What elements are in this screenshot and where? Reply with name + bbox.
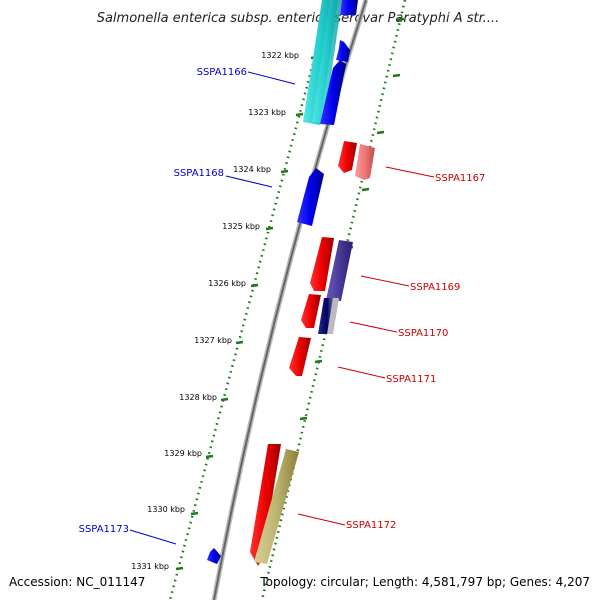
topology-text: Topology: circular; Length: 4,581,797 bp… [259,575,590,589]
gene-feature[interactable] [289,337,311,376]
tick-label: 1322 kbp [261,51,299,60]
tick-label: 1329 kbp [164,449,202,458]
gene-label[interactable]: SSPA1173 [79,524,129,535]
genome-title: Salmonella enterica subsp. enterica sero… [97,11,500,26]
gene-leaders [129,71,435,545]
inner-major-ticks [175,55,319,571]
gene-label[interactable]: SSPA1170 [398,328,448,339]
inner-tick-track [168,0,332,600]
tick-label: 1328 kbp [179,393,217,402]
gene-feature[interactable] [340,0,358,15]
gene-feature[interactable] [207,548,221,564]
gene-feature[interactable] [310,237,334,291]
tick-label: 1331 kbp [131,562,169,571]
gene-label[interactable]: SSPA1167 [435,173,485,184]
gene-label[interactable]: SSPA1169 [410,282,460,293]
gene-labels: SSPA1166 SSPA1167 SSPA1168 SSPA1169 SSPA… [79,67,486,535]
tick-label: 1324 kbp [233,165,271,174]
tick-label: 1330 kbp [147,505,185,514]
tick-label: 1323 kbp [248,108,286,117]
tick-label: 1327 kbp [194,336,232,345]
gene-feature[interactable] [338,141,357,173]
scale-ticks: 1322 kbp 1323 kbp 1324 kbp 1325 kbp 1326… [131,51,299,571]
tick-label: 1326 kbp [208,279,246,288]
gene-feature[interactable] [355,144,375,180]
gene-label[interactable]: SSPA1168 [174,168,224,179]
gene-feature[interactable] [254,449,299,564]
gene-feature[interactable] [312,0,342,123]
reverse-strand-features [207,0,358,566]
gene-feature[interactable] [336,40,350,62]
gene-feature[interactable] [320,60,346,125]
forward-strand-features [254,141,375,564]
gene-feature[interactable] [301,294,321,328]
gene-feature[interactable] [327,298,339,334]
gene-feature[interactable] [326,240,353,301]
gene-label[interactable]: SSPA1171 [386,374,436,385]
gene-label[interactable]: SSPA1172 [346,520,396,531]
outer-tick-track [260,0,407,600]
genome-backbone-shadow [213,0,367,600]
gene-feature[interactable] [297,168,324,226]
gene-feature[interactable] [250,444,281,566]
gene-label[interactable]: SSPA1166 [197,67,247,78]
accession-text: Accession: NC_011147 [9,575,145,589]
tick-label: 1325 kbp [222,222,260,231]
genome-backbone [211,0,369,600]
